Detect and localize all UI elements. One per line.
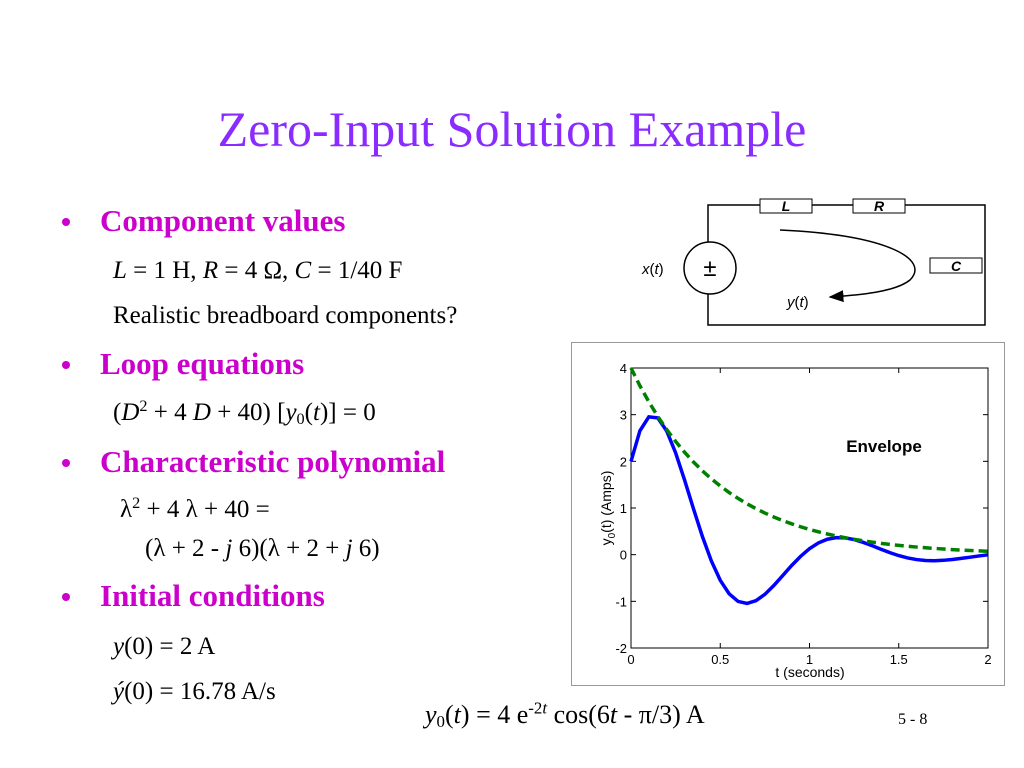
data-line [629, 414, 989, 606]
text-fragment: (0) = 2 A [124, 633, 216, 660]
text-fragment: cos(6 [547, 700, 610, 729]
text-fragment: 0 [436, 712, 445, 732]
text-fragment: = 4 Ω, [218, 257, 295, 284]
text-fragment: t [542, 698, 548, 718]
bullet-line: Realistic breadboard components? [113, 302, 457, 330]
text-fragment: y [598, 538, 614, 545]
text-fragment: ( [113, 399, 122, 426]
x-tick-label: 2 [984, 652, 991, 667]
text-fragment: 2 [139, 397, 148, 416]
y-tick-label: 0 [620, 548, 627, 563]
text-fragment: ( [795, 294, 800, 311]
y-tick-label: 3 [620, 408, 627, 423]
y-tick-label: 1 [620, 501, 627, 516]
input-label: x(t) [641, 261, 664, 278]
text-fragment: ( [304, 399, 313, 426]
text-fragment: (t) (Amps) [598, 471, 614, 533]
text-fragment: ) [804, 294, 809, 311]
page-number: 5 - 8 [898, 711, 928, 728]
text-fragment: R [202, 257, 219, 284]
text-fragment: y [786, 294, 796, 311]
text-fragment: ) = 4 e [460, 700, 529, 729]
bullet-line: y(0) = 2 A [113, 633, 215, 661]
plot-area [630, 367, 989, 649]
bullet-heading: Initial conditions [62, 578, 325, 613]
bullet-line: (λ + 2 - j 6)(λ + 2 + j 6) [145, 535, 380, 563]
text-fragment: ( [650, 261, 655, 278]
resistor [852, 198, 906, 214]
text-fragment: y [113, 633, 125, 660]
bullet-line: (D2 + 4 D + 40) [y0(t)] = 0 [113, 397, 376, 429]
chart: t (seconds) y0(t) (Amps) 0 0.5 1 1.5 2-2-101… [571, 342, 1005, 686]
bullet-heading: Component values [61, 203, 346, 238]
text-fragment: x [641, 261, 650, 278]
text-fragment: j [345, 535, 353, 562]
text-fragment: D [192, 399, 211, 426]
text-fragment: + 4 [147, 399, 193, 426]
text-fragment: t [453, 700, 461, 729]
text-fragment: 2 [132, 494, 141, 513]
wire [707, 204, 986, 326]
text-fragment: t [655, 261, 660, 278]
slide-title: Zero-Input Solution Example [217, 101, 807, 157]
source [683, 241, 737, 295]
bullet-heading: Characteristic polynomial [61, 444, 446, 479]
text-fragment: 6)(λ + 2 + [232, 535, 346, 562]
text-fragment: y [425, 700, 437, 729]
text-fragment: )] = 0 [319, 399, 376, 426]
current-arrow [779, 229, 916, 303]
text-fragment: = 1/40 F [311, 257, 403, 284]
source-label: ± [703, 255, 716, 282]
x-tick-label: 0.5 [711, 652, 729, 667]
y-tick-label: -1 [615, 594, 627, 609]
y-tick-label: 2 [620, 454, 627, 469]
bullet-line: L = 1 H, R = 4 Ω, C = 1/40 F [113, 257, 402, 285]
text-fragment: ) [659, 261, 664, 278]
text-fragment: t [313, 399, 320, 426]
bullet-heading: Loop equations [61, 346, 305, 381]
text-fragment: Realistic breadboard components? [113, 302, 458, 329]
y-axis-label: y0(t) (Amps) [598, 471, 618, 546]
inductor-label: L [782, 198, 791, 214]
text-fragment: L [113, 257, 127, 284]
text-fragment: y [285, 399, 297, 426]
bullet-line: ý(0) = 16.78 A/s [113, 678, 276, 706]
text-fragment: 0 [296, 410, 305, 429]
text-fragment: 0 [607, 532, 618, 538]
text-fragment: -2 [528, 698, 543, 718]
text-fragment: t [609, 700, 618, 729]
x-axis-label: t (seconds) [775, 664, 844, 680]
text-fragment: + 40) [ [210, 399, 286, 426]
circuit-diagram: L R C ± x(t) y(t) [641, 198, 986, 326]
text-fragment: + 4 λ + 40 = [140, 496, 270, 523]
resistor-label: R [874, 198, 885, 214]
bullet-line: λ2 + 4 λ + 40 = [120, 494, 270, 524]
x-tick-label: 0 [627, 652, 634, 667]
text-fragment: - π/3) A [617, 700, 705, 729]
y-tick-label: 4 [620, 361, 627, 376]
output-label: y(t) [786, 294, 809, 311]
data-line [629, 367, 989, 554]
text-fragment: 6) [352, 535, 380, 562]
y-tick-label: -2 [615, 641, 627, 656]
solution-equation: y0(t) = 4 e-2t cos(6t - π/3) A [425, 700, 705, 730]
capacitor-label: C [951, 258, 962, 274]
capacitor [929, 257, 983, 274]
text-fragment: = 1 H, [126, 257, 203, 284]
text-fragment: ý [113, 678, 125, 705]
x-tick-label: 1.5 [890, 652, 908, 667]
x-tick-label: 1 [806, 652, 813, 667]
text-fragment: (λ + 2 - [145, 535, 226, 562]
text-fragment: D [121, 399, 140, 426]
text-fragment: t [800, 294, 805, 311]
text-fragment: λ [120, 496, 133, 523]
text-fragment: C [294, 257, 312, 284]
annotation: Envelope [846, 437, 922, 456]
text-fragment: ( [445, 700, 454, 729]
inductor [759, 198, 813, 214]
text-fragment: j [225, 535, 233, 562]
text-fragment: (0) = 16.78 A/s [124, 678, 276, 705]
